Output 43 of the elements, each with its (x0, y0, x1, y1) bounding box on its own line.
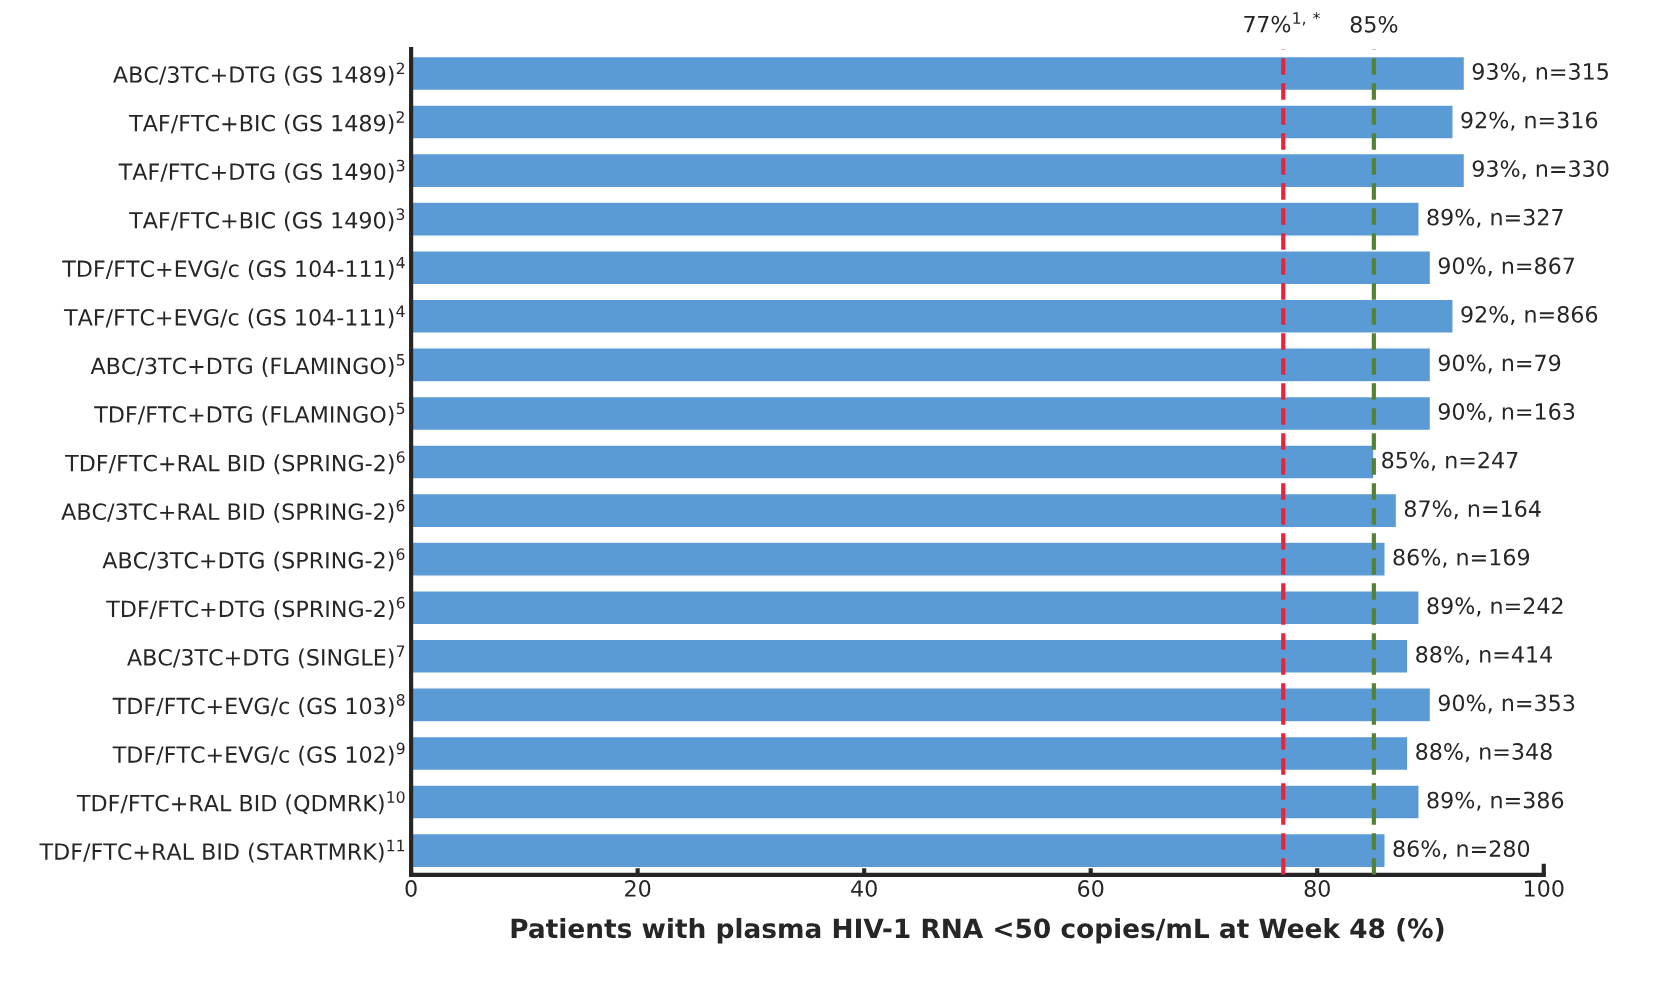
y-tick-label: TDF/FTC+EVG/c (GS 104-111)$^{4}$ (62, 256, 405, 280)
data-label: 88%, n=414 (1416, 645, 1553, 666)
data-label: 87%, n=164 (1404, 500, 1541, 520)
data-label: 89%, n=242 (1427, 597, 1563, 617)
y-tick-label: TDF/FTC+EVG/c (GS 103)$^{8}$ (112, 694, 405, 717)
ref-line-label: 85% (1350, 15, 1398, 33)
ref-line-label: 77%$^{1,*}$ (1244, 12, 1320, 33)
data-label: 90%, n=79 (1438, 354, 1561, 374)
x-tick-label: 20 (625, 880, 651, 897)
x-tick-label: 0 (405, 880, 417, 897)
x-tick-label: 40 (851, 880, 877, 897)
x-axis-title: Patients with plasma HIV-1 RNA <50 copies/mL at Week 48 (%) (511, 917, 1444, 944)
data-label: 92%, n=316 (1461, 111, 1598, 131)
y-tick-label: TDF/FTC+RAL BID (STARTMRK)$^{11}$ (39, 839, 405, 863)
x-tick-label: 100 (1524, 880, 1564, 897)
x-tick-label: 80 (1304, 880, 1330, 897)
data-label: 90%, n=163 (1438, 403, 1575, 423)
y-tick-label: TAF/FTC+DTG (GS 1490)$^{3}$ (118, 159, 405, 183)
data-label: 90%, n=867 (1438, 257, 1575, 277)
x-tick-label: 60 (1078, 880, 1104, 897)
data-label: 89%, n=386 (1427, 791, 1564, 811)
y-tick-label: ABC/3TC+DTG (SPRING-2)$^{6}$ (102, 548, 405, 572)
y-tick-label: TDF/FTC+DTG (FLAMINGO)$^{5}$ (94, 402, 405, 426)
data-label: 92%, n=866 (1461, 305, 1598, 326)
y-tick-label: TAF/FTC+BIC (GS 1490)$^{3}$ (129, 208, 405, 232)
data-label: 86%, n=280 (1393, 840, 1530, 860)
data-label: 89%, n=327 (1427, 208, 1563, 228)
y-tick-label: TDF/FTC+RAL BID (QDMRK)$^{10}$ (76, 791, 405, 815)
data-label: 85%, n=247 (1382, 451, 1518, 471)
data-label: 86%, n=169 (1393, 548, 1530, 568)
y-tick-label: TAF/FTC+EVG/c (GS 104-111)$^{4}$ (63, 305, 405, 329)
data-label: 93%, n=315 (1472, 63, 1608, 83)
y-tick-label: TDF/FTC+RAL BID (SPRING-2)$^{6}$ (65, 451, 405, 475)
y-tick-label: ABC/3TC+DTG (SINGLE)$^{7}$ (127, 645, 405, 669)
y-tick-label: TDF/FTC+EVG/c (GS 102)$^{9}$ (112, 742, 405, 766)
y-tick-label: ABC/3TC+DTG (GS 1489)$^{2}$ (113, 62, 405, 86)
y-tick-label: ABC/3TC+DTG (FLAMINGO)$^{5}$ (90, 354, 405, 377)
y-tick-label: TAF/FTC+BIC (GS 1489)$^{2}$ (129, 111, 404, 135)
y-tick-label: ABC/3TC+RAL BID (SPRING-2)$^{6}$ (61, 499, 405, 523)
data-label: 88%, n=348 (1416, 743, 1552, 763)
data-label: 90%, n=353 (1438, 694, 1575, 714)
data-label: 93%, n=330 (1472, 160, 1609, 180)
y-tick-label: TDF/FTC+DTG (SPRING-2)$^{6}$ (106, 596, 405, 620)
